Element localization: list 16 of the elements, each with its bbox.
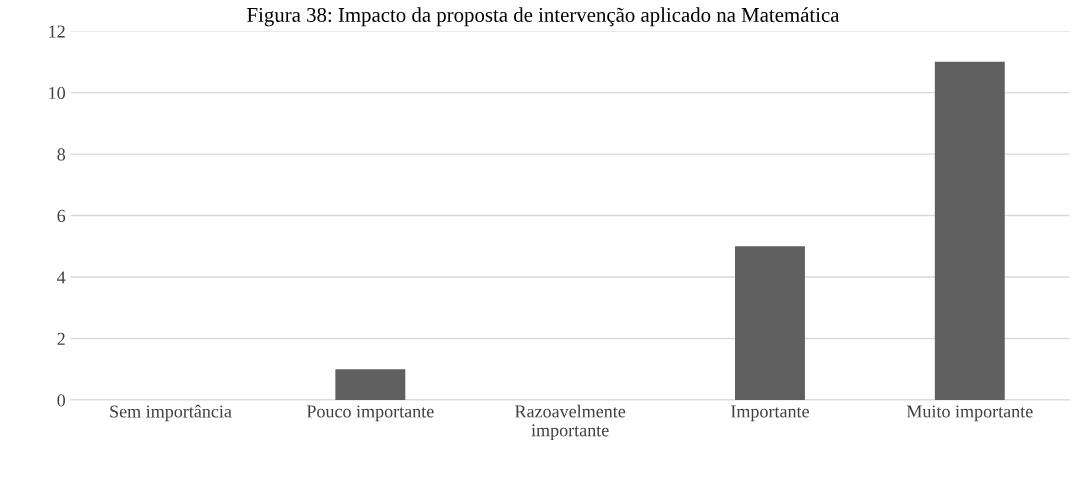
y-tick-label: 8 — [57, 148, 66, 161]
y-tick-label: 0 — [57, 394, 66, 407]
x-tick-label: Pouco importante — [306, 405, 434, 422]
bar — [934, 61, 1005, 400]
y-tick-label: 12 — [49, 25, 65, 38]
x-tick-label: Importante — [731, 405, 809, 422]
x-tick-label: Razoavelmente importante — [515, 404, 626, 441]
x-tick-label: Muito importante — [906, 405, 1033, 422]
chart-title: Figura 38: Impacto da proposta de intervenção aplicado na Matemática — [247, 7, 840, 27]
y-tick-label: 6 — [57, 209, 66, 222]
x-tick-label: Sem importância — [110, 404, 232, 422]
y-tick-label: 4 — [57, 271, 66, 284]
y-tick-label: 10 — [49, 86, 66, 100]
bar — [335, 369, 406, 400]
bar — [735, 246, 805, 400]
y-tick-label: 2 — [57, 332, 65, 345]
